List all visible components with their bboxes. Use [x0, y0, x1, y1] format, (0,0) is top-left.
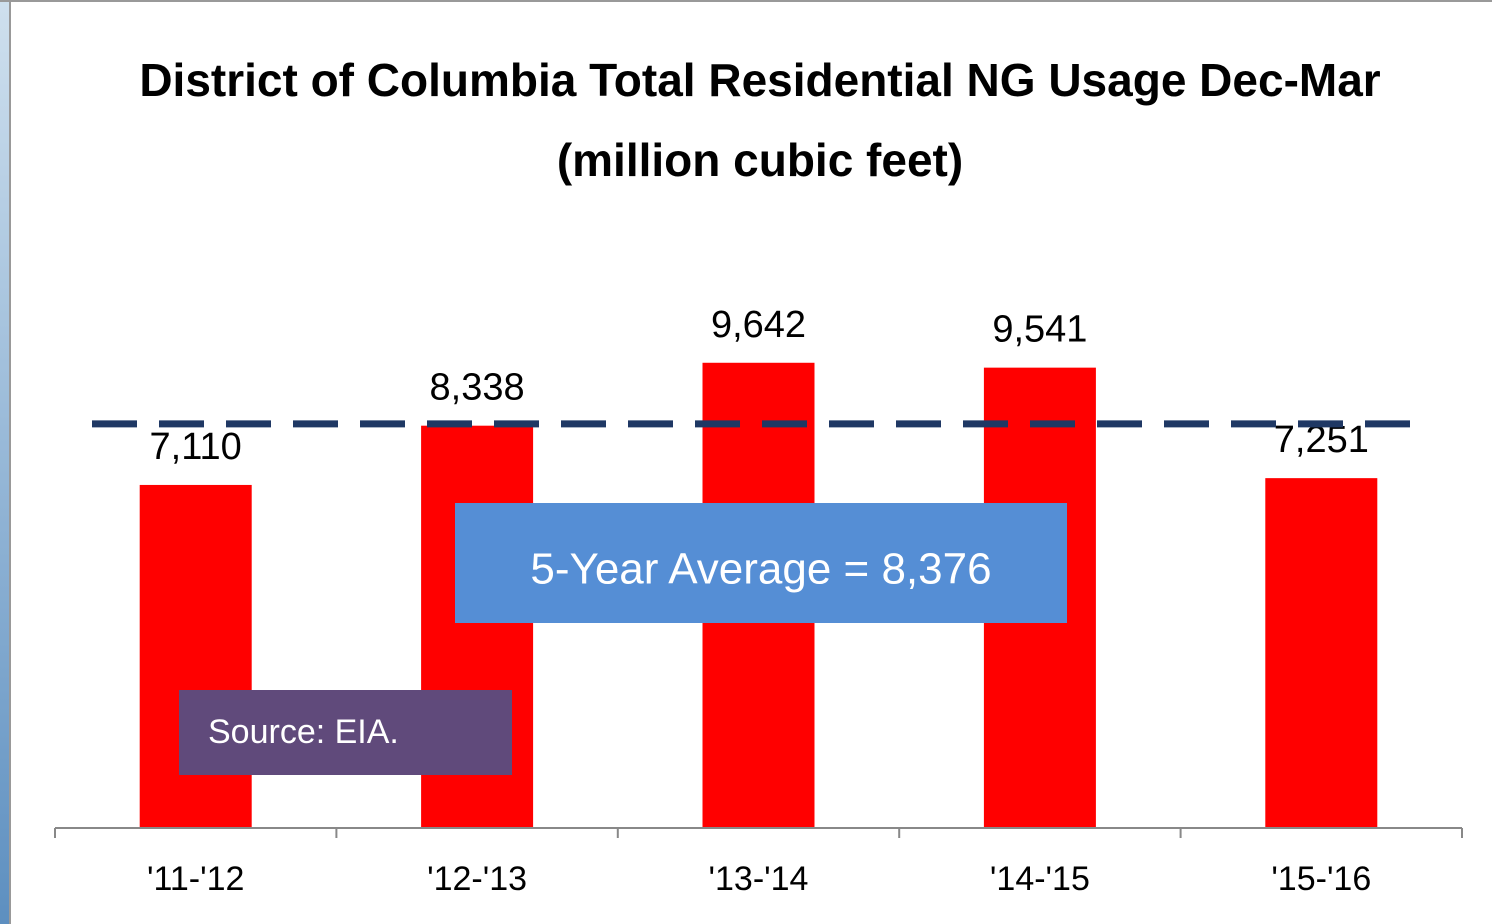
chart-title: District of Columbia Total Residential N… [139, 54, 1381, 186]
average-box [455, 503, 1067, 623]
x-tick-label: '13-'14 [709, 860, 809, 898]
data-label: 8,338 [430, 367, 525, 409]
average-label: 5-Year Average = 8,376 [530, 545, 991, 594]
x-tick-label: '12-'13 [427, 860, 527, 898]
x-tick-label: '14-'15 [990, 860, 1090, 898]
x-tick-label: '15-'16 [1271, 860, 1371, 898]
source-box [179, 690, 512, 775]
bar [139, 484, 252, 828]
slide-edge [0, 0, 10, 924]
data-label: 7,110 [150, 426, 242, 468]
data-label: 9,642 [711, 304, 806, 346]
x-tick-label: '11-'12 [147, 860, 244, 898]
source-label: Source: EIA. [208, 713, 399, 751]
data-label: 9,541 [992, 309, 1087, 351]
bar [1265, 478, 1378, 828]
